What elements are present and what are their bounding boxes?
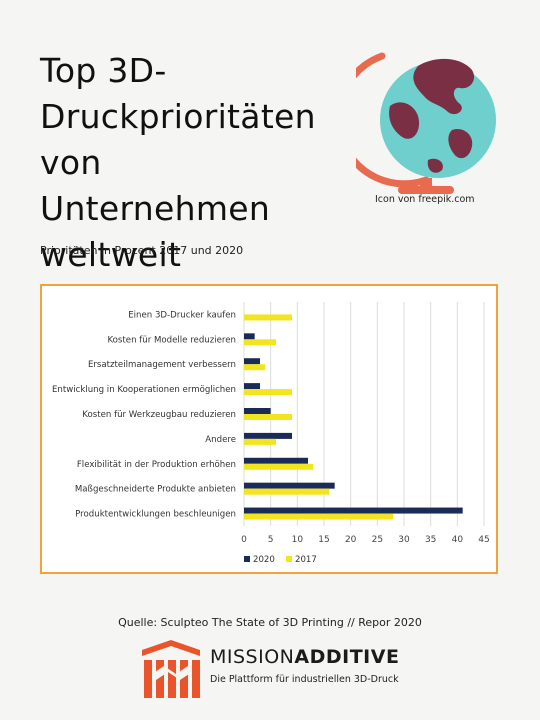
page-title: Top 3D- Druckprioritäten von Unternehmen… [40,48,340,278]
brand-tagline: Die Plattform für industriellen 3D-Druck [210,674,399,685]
bar-2020 [244,457,308,464]
brand-part-1: MISSION [210,646,295,668]
icon-credit: Icon von freepik.com [375,194,475,205]
bar-2020 [244,408,271,414]
x-tick-label: 0 [241,535,247,545]
chart-container: 0 5 10 15 20 25 30 35 40 45 Einen 3D-Drucker kaufe… [40,284,498,574]
bar-2017 [244,339,276,346]
x-tick-label: 45 [478,535,489,545]
category-label: Kosten für Werkzeugbau reduzieren [82,410,236,420]
x-tick-label: 5 [268,535,274,545]
category-label: Entwicklung in Kooperationen ermöglichen [52,385,236,395]
legend-swatch-2017 [286,556,292,562]
logo-mark-icon [142,640,200,698]
bar-2017 [244,463,314,470]
title-line: Druckprioritäten [40,97,316,136]
bar-2017 [244,314,292,321]
legend-label-2017: 2017 [295,555,317,565]
bar-2017 [244,488,330,495]
bar-2020 [244,383,260,390]
legend-swatch-2020 [244,556,250,562]
x-tick-label: 30 [398,535,410,545]
x-tick-label: 25 [372,535,383,545]
bar-2020 [244,432,292,439]
bar-2017 [244,438,276,445]
category-label: Einen 3D-Drucker kaufen [128,310,236,320]
title-line: Top 3D- [40,51,167,90]
x-tick-label: 15 [318,535,329,545]
x-tick-label: 40 [452,535,464,545]
bar-2020 [244,482,335,489]
brand-part-2: ADDITIVE [294,646,400,668]
title-line: weltweit [40,235,182,274]
category-label: Produktentwicklungen beschleunigen [75,510,236,520]
x-tick-label: 10 [292,535,304,545]
missionadditive-logo: MISSIONADDITIVE Die Plattform für indust… [140,640,440,700]
chart-subtitle: Prioritäten in Prozent 2017 und 2020 [40,244,244,257]
category-label: Ersatzteilmanagement verbessern [88,360,236,370]
x-tick-label: 35 [425,535,436,545]
legend-label-2020: 2020 [253,555,275,565]
category-label: Kosten für Modelle reduzieren [107,335,236,345]
globe-icon [334,38,496,198]
bar-2017 [244,513,394,520]
bar-2017 [244,389,292,396]
bar-chart: 0 5 10 15 20 25 30 35 40 45 Einen 3D-Drucker kaufe… [52,302,490,565]
x-tick-label: 20 [345,535,357,545]
category-label: Maßgeschneiderte Produkte anbieten [75,485,236,495]
category-label: Flexibilität in der Produktion erhöhen [77,460,236,470]
brand-name: MISSIONADDITIVE [210,646,399,668]
bar-2017 [244,414,292,420]
bar-2020 [244,358,260,365]
bar-2017 [244,364,266,371]
bar-2020 [244,333,255,340]
bar-2020 [244,507,463,514]
category-label: Andere [205,435,236,445]
title-line: von Unternehmen [40,143,271,228]
source-note: Quelle: Sculpteo The State of 3D Printin… [118,616,422,629]
